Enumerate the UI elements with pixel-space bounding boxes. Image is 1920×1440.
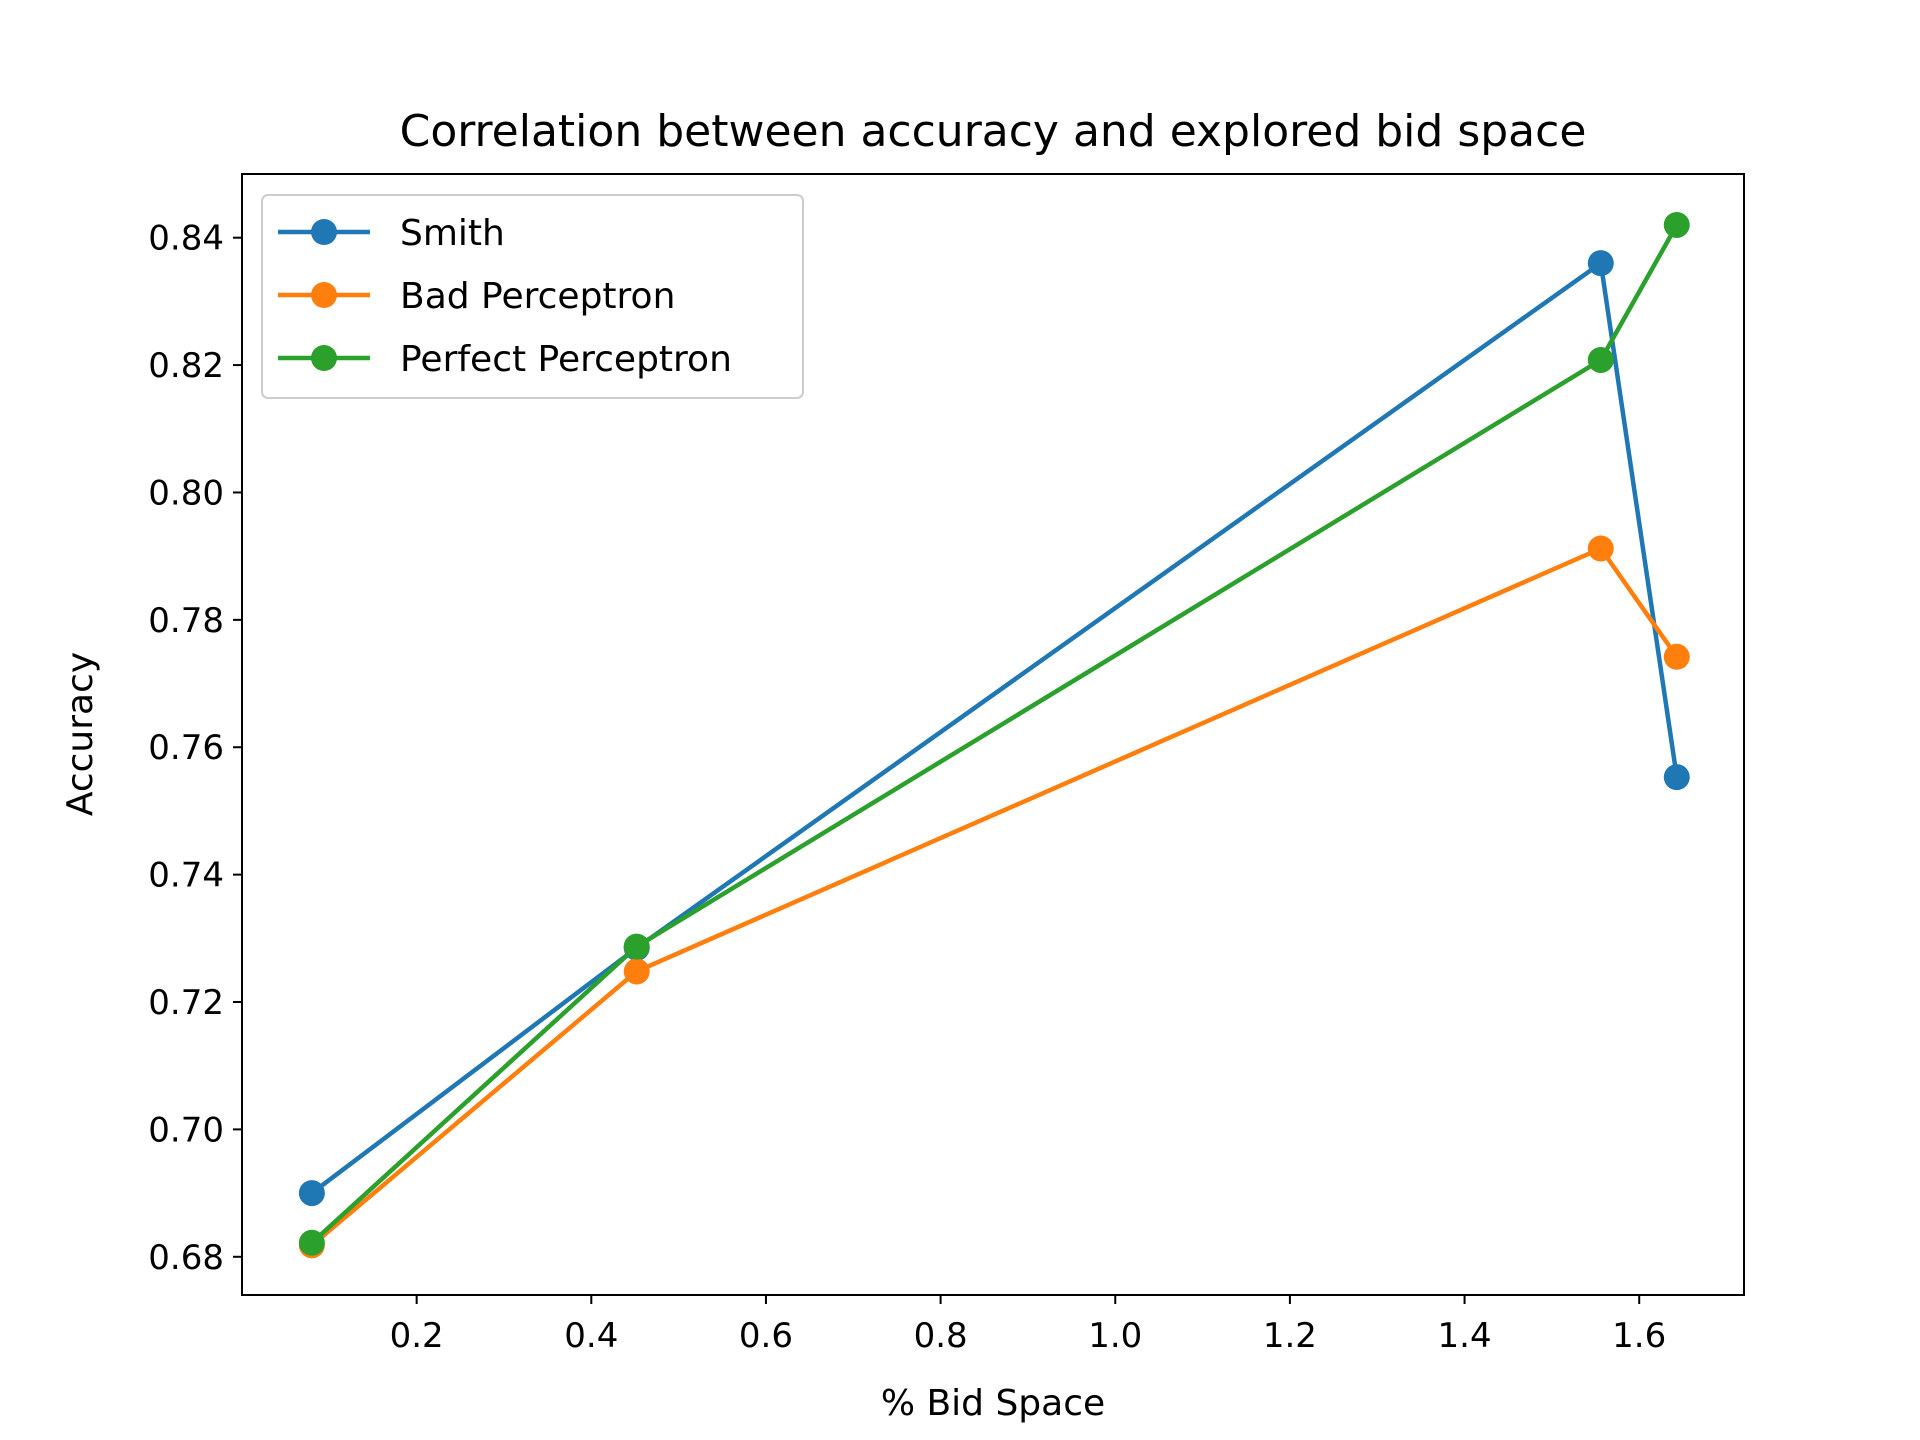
data-point — [1663, 643, 1690, 670]
data-point — [623, 933, 650, 960]
legend-marker — [311, 345, 337, 371]
y-tick-label: 0.78 — [148, 601, 224, 641]
series-line — [308, 260, 1680, 1197]
data-point — [623, 958, 650, 985]
x-tick-label: 0.2 — [390, 1316, 444, 1356]
y-tick-label: 0.80 — [148, 473, 224, 513]
y-tick-label: 0.70 — [148, 1110, 224, 1150]
data-point — [1587, 535, 1614, 562]
x-tick-label: 0.4 — [564, 1316, 618, 1356]
data-point — [298, 1180, 325, 1207]
legend-label: Smith — [400, 213, 505, 254]
y-tick-label: 0.74 — [148, 856, 224, 896]
x-tick-label: 1.2 — [1263, 1316, 1317, 1356]
legend-label: Perfect Perceptron — [400, 339, 732, 380]
legend-item: Bad Perceptron — [278, 276, 675, 317]
series-perfect-perceptron — [298, 211, 1690, 1256]
legend-item: Smith — [278, 213, 505, 254]
x-tick-label: 1.0 — [1088, 1316, 1142, 1356]
series-smith — [298, 250, 1690, 1207]
y-axis: 0.68 0.70 0.72 0.74 0.76 0.78 0.80 0.82 0.84 — [148, 219, 242, 1278]
data-point — [1587, 346, 1614, 373]
x-tick-label: 0.6 — [739, 1316, 793, 1356]
plot-frame — [241, 173, 1745, 1296]
x-tick-label: 1.4 — [1438, 1316, 1492, 1356]
legend-item: Perfect Perceptron — [278, 339, 732, 380]
x-axis: 0.2 0.4 0.6 0.8 1.0 1.2 1.4 1.6 — [390, 1295, 1666, 1356]
data-point — [1663, 764, 1690, 791]
legend-marker — [311, 219, 337, 245]
y-tick-label: 0.84 — [148, 219, 224, 259]
plot-area — [298, 211, 1690, 1259]
y-tick-label: 0.82 — [148, 346, 224, 386]
y-tick-label: 0.72 — [148, 983, 224, 1023]
data-point — [1587, 250, 1614, 277]
y-axis-title: Accuracy — [60, 652, 101, 816]
x-tick-label: 0.8 — [914, 1316, 968, 1356]
series-line — [308, 221, 1680, 1246]
legend-box — [261, 194, 804, 399]
data-point — [298, 1229, 325, 1256]
chart-title: Correlation between accuracy and explore… — [400, 106, 1587, 157]
x-axis-title: % Bid Space — [881, 1383, 1105, 1424]
y-tick-label: 0.76 — [148, 728, 224, 768]
legend-marker — [311, 282, 337, 308]
legend: Smith Bad Perceptron Perfect Perceptron — [261, 194, 804, 399]
data-point — [1663, 211, 1690, 238]
legend-label: Bad Perceptron — [400, 276, 675, 317]
y-tick-label: 0.68 — [148, 1238, 224, 1278]
x-tick-label: 1.6 — [1612, 1316, 1666, 1356]
series-line — [308, 546, 1680, 1249]
